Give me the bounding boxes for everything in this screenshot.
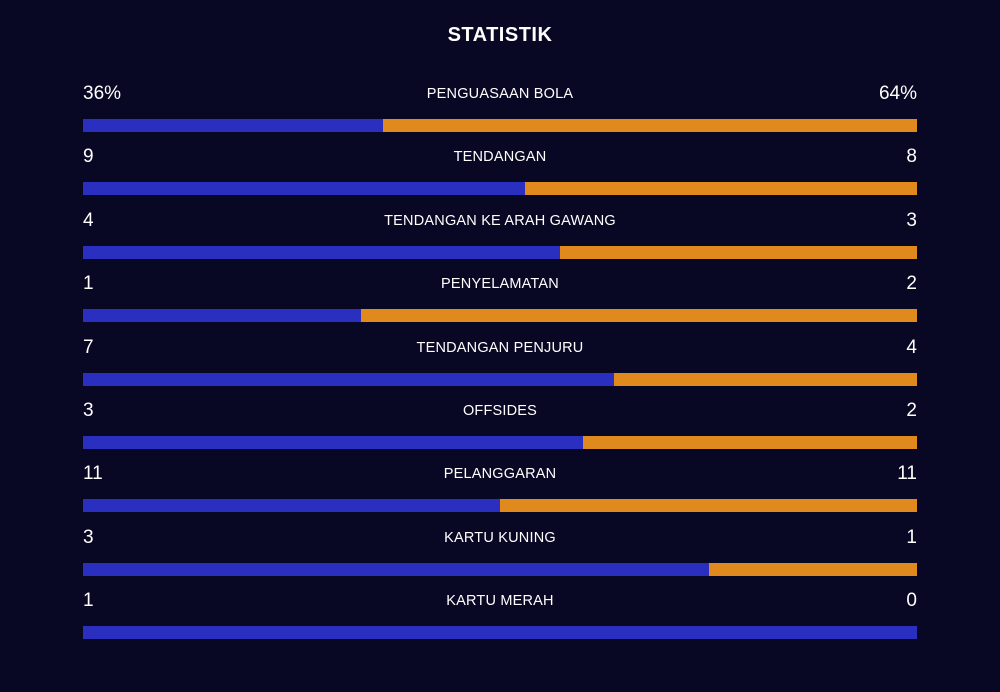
home-bar-segment xyxy=(83,626,917,640)
home-value: 3 xyxy=(83,399,94,421)
stats-list: 36% PENGUASAAN BOLA 64% 9 TENDANGAN 8 4 … xyxy=(83,80,917,651)
comparison-bar xyxy=(83,562,917,576)
stat-label: KARTU MERAH xyxy=(446,593,554,610)
home-value: 1 xyxy=(83,590,94,612)
comparison-bar xyxy=(83,309,917,323)
away-bar-segment xyxy=(613,372,917,386)
stat-header: 1 PENYELAMATAN 2 xyxy=(83,270,917,298)
home-value: 7 xyxy=(83,336,94,358)
away-bar-segment xyxy=(524,182,917,196)
stat-row-corners: 7 TENDANGAN PENJURU 4 xyxy=(83,334,917,397)
stat-label: PELANGGARAN xyxy=(443,466,557,483)
away-value: 2 xyxy=(906,273,917,295)
away-bar-segment xyxy=(383,119,917,132)
home-value: 9 xyxy=(83,146,94,168)
stat-row-saves: 1 PENYELAMATAN 2 xyxy=(83,270,917,333)
stat-header: 3 OFFSIDES 2 xyxy=(83,397,917,425)
stat-label: PENGUASAAN BOLA xyxy=(426,86,574,102)
away-value: 64% xyxy=(878,83,917,104)
away-value: 4 xyxy=(906,336,917,358)
stat-row-shots: 9 TENDANGAN 8 xyxy=(83,143,917,206)
home-bar-segment xyxy=(83,499,500,513)
home-value: 11 xyxy=(83,463,103,485)
away-bar-segment xyxy=(559,245,917,259)
stat-label: OFFSIDES xyxy=(462,402,538,419)
away-bar-segment xyxy=(708,562,917,576)
stat-label: KARTU KUNING xyxy=(444,529,556,546)
stat-header: 36% PENGUASAAN BOLA 64% xyxy=(83,80,917,108)
home-value: 1 xyxy=(83,273,94,295)
away-value: 2 xyxy=(906,399,917,421)
stat-header: 1 KARTU MERAH 0 xyxy=(83,587,917,615)
stat-header: 9 TENDANGAN 8 xyxy=(83,143,917,171)
comparison-bar xyxy=(83,435,917,449)
home-value: 3 xyxy=(83,526,94,548)
away-bar-segment xyxy=(583,435,917,449)
home-value: 4 xyxy=(83,209,94,231)
home-bar-segment xyxy=(83,119,384,132)
home-bar-segment xyxy=(83,245,560,259)
home-bar-segment xyxy=(83,435,584,449)
stat-label: TENDANGAN PENJURU xyxy=(416,339,584,356)
home-bar-segment xyxy=(83,372,614,386)
home-bar-segment xyxy=(83,309,361,323)
comparison-bar xyxy=(83,182,917,196)
stat-label: TENDANGAN xyxy=(453,149,547,166)
stat-row-yellow-cards: 3 KARTU KUNING 1 xyxy=(83,524,917,587)
comparison-bar xyxy=(83,119,917,132)
stat-header: 4 TENDANGAN KE ARAH GAWANG 3 xyxy=(83,207,917,235)
away-value: 8 xyxy=(906,146,917,168)
stat-row-offsides: 3 OFFSIDES 2 xyxy=(83,397,917,460)
page-title: STATISTIK xyxy=(447,24,553,46)
home-bar-segment xyxy=(83,562,709,576)
stat-label: PENYELAMATAN xyxy=(441,276,559,293)
stat-header: 7 TENDANGAN PENJURU 4 xyxy=(83,334,917,362)
home-value: 36% xyxy=(83,83,122,104)
comparison-bar xyxy=(83,372,917,386)
away-value: 11 xyxy=(897,463,917,485)
stat-header: 3 KARTU KUNING 1 xyxy=(83,524,917,552)
stat-header: 11 PELANGGARAN 11 xyxy=(83,460,917,488)
stat-row-ball-possession: 36% PENGUASAAN BOLA 64% xyxy=(83,80,917,143)
away-value: 1 xyxy=(906,526,917,548)
comparison-bar xyxy=(83,245,917,259)
stat-row-fouls: 11 PELANGGARAN 11 xyxy=(83,460,917,523)
home-bar-segment xyxy=(83,182,525,196)
stat-row-shots-on-target: 4 TENDANGAN KE ARAH GAWANG 3 xyxy=(83,207,917,270)
away-value: 0 xyxy=(906,590,917,612)
away-value: 3 xyxy=(906,209,917,231)
stat-row-red-cards: 1 KARTU MERAH 0 xyxy=(83,587,917,650)
comparison-bar xyxy=(83,499,917,513)
stat-label: TENDANGAN KE ARAH GAWANG xyxy=(384,212,616,229)
away-bar-segment xyxy=(500,499,917,513)
away-bar-segment xyxy=(360,309,917,323)
comparison-bar xyxy=(83,626,917,640)
